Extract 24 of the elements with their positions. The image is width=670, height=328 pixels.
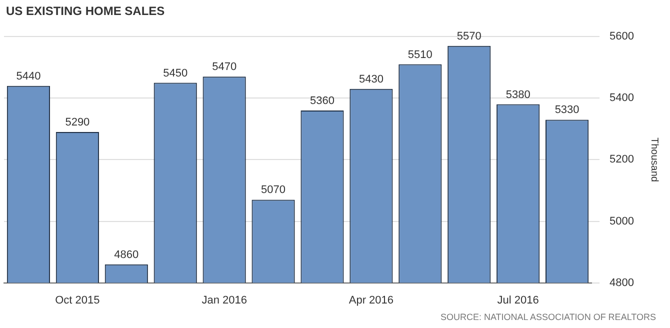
data-label: 5430	[358, 73, 384, 86]
source-note: SOURCE: NATIONAL ASSOCIATION OF REALTORS	[440, 312, 656, 322]
data-label: 5510	[408, 48, 432, 61]
data-label: 5070	[261, 184, 286, 196]
x-tick-label: Oct 2015	[55, 294, 100, 306]
data-label: 5570	[456, 30, 482, 42]
y-tick-label: 4800	[610, 276, 634, 289]
data-label: 5290	[65, 116, 90, 129]
y-tick-label: 5000	[610, 215, 634, 228]
y-tick-label: 5200	[610, 154, 634, 166]
data-label: 5380	[506, 88, 530, 101]
chart-title: US EXISTING HOME SALES	[6, 4, 165, 18]
x-tick-label: Jul 2016	[497, 294, 539, 306]
y-tick-label: 5600	[610, 30, 634, 43]
data-label: 4860	[114, 248, 139, 261]
data-label: 5360	[310, 94, 334, 107]
data-label: 5330	[554, 104, 580, 116]
data-label: 5440	[16, 70, 41, 82]
data-label: 5450	[163, 67, 188, 80]
x-tick-label: Apr 2016	[348, 294, 394, 306]
y-axis-title: Thousand	[648, 137, 660, 182]
x-tick-label: Jan 2016	[202, 294, 247, 306]
data-label: 5470	[212, 61, 237, 74]
y-tick-label: 5400	[610, 92, 634, 104]
